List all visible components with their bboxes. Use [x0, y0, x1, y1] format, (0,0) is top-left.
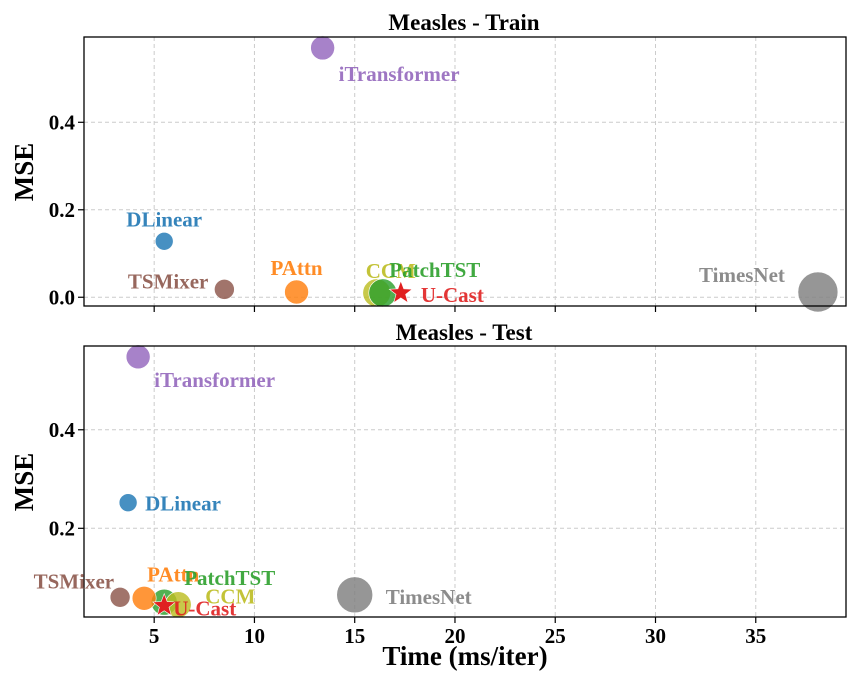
test-panel: Measles - Test 0.2 0.4 5 10 15 20 25 30 35 iTra… — [9, 320, 847, 671]
test-label-dlinear: DLinear — [145, 492, 221, 516]
test-label-timesnet: TimesNet — [386, 585, 472, 609]
test-label-pattn: PAttn — [147, 562, 199, 586]
train-y-tick-label: 0.2 — [49, 198, 75, 222]
test-plot-frame — [83, 345, 847, 618]
train-label-timesnet: TimesNet — [699, 263, 785, 287]
test-point-pattn — [131, 585, 157, 611]
train-label-tsmixer: TSMixer — [128, 269, 208, 293]
train-y-tick-label: 0.4 — [49, 110, 76, 134]
train-point-timesnet — [797, 271, 839, 313]
train-label-ccm: CCM — [366, 259, 416, 283]
test-y-tick-label: 0.2 — [49, 516, 75, 540]
test-x-tick-label: 5 — [149, 624, 160, 648]
test-point-tsmixer — [109, 586, 131, 608]
train-label-pattn: PAttn — [271, 256, 323, 280]
train-label-dlinear: DLinear — [126, 207, 202, 231]
test-point-u-cast — [151, 592, 177, 617]
train-point-itransformer — [310, 35, 335, 61]
train-label-itransformer: iTransformer — [339, 62, 460, 86]
train-title: Measles - Train — [388, 10, 539, 35]
test-x-tick-label: 10 — [244, 624, 265, 648]
train-label-u-cast: U-Cast — [421, 283, 484, 307]
train-point-dlinear — [154, 231, 174, 251]
test-x-tick-label: 25 — [545, 624, 566, 648]
test-title: Measles - Test — [396, 320, 533, 345]
test-y-tick-label: 0.4 — [49, 418, 76, 442]
test-x-tick-label: 35 — [745, 624, 766, 648]
test-label-tsmixer: TSMixer — [34, 569, 114, 593]
test-x-tick-label: 30 — [645, 624, 666, 648]
test-point-timesnet — [336, 576, 374, 614]
test-x-tick-label: 20 — [444, 624, 465, 648]
test-label-itransformer: iTransformer — [154, 368, 275, 392]
test-point-dlinear — [118, 493, 138, 512]
test-y-axis-label: MSE — [9, 453, 39, 512]
train-point-patchtst — [368, 278, 398, 308]
train-plot-frame — [83, 36, 847, 307]
train-point-u-cast — [388, 280, 414, 304]
test-label-patchtst: PatchTST — [184, 566, 275, 590]
train-point-pattn — [284, 279, 309, 305]
train-label-patchtst: PatchTST — [389, 258, 480, 282]
test-point-itransformer — [125, 344, 151, 370]
train-y-tick-label: 0.0 — [49, 285, 75, 309]
test-label-ccm: CCM — [205, 585, 255, 609]
test-label-u-cast: U-Cast — [173, 597, 236, 621]
test-x-tick-label: 15 — [344, 624, 365, 648]
x-axis-label: Time (ms/iter) — [382, 641, 547, 671]
train-point-tsmixer — [214, 279, 235, 300]
train-y-axis-label: MSE — [9, 143, 39, 202]
train-panel: Measles - Train 0.0 0.2 0.4 iTransformer DL… — [9, 10, 847, 313]
